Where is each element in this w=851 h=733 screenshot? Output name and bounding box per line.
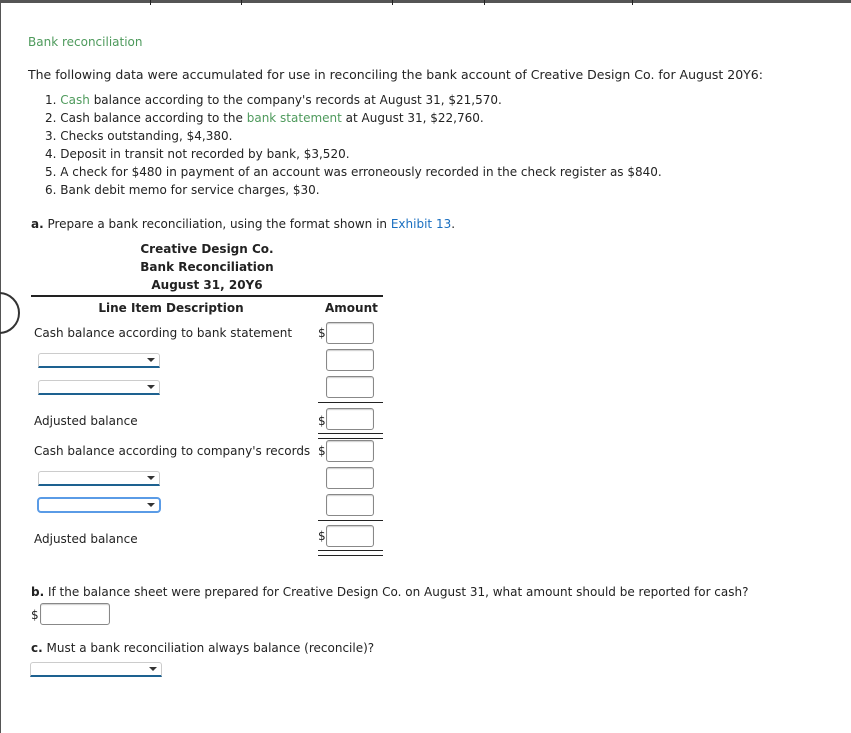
dollar-sign: $ [318,414,326,428]
row-label-adjusted-bank: Adjusted balance [34,414,138,428]
company-balance-input[interactable] [326,440,374,462]
subtotal-rule [318,402,383,403]
bank-adjust-1-dropdown[interactable] [38,353,160,368]
exhibit-13-link[interactable]: Exhibit 13 [390,217,452,231]
bank-statement-link[interactable]: bank statement [246,111,342,125]
reconcile-answer-dropdown[interactable] [30,662,162,677]
recon-date: August 31, 20Y6 [151,278,263,292]
company-adjust-2-dropdown[interactable] [37,497,161,513]
recon-company: Creative Design Co. [140,242,274,256]
double-rule [318,550,383,556]
adjusted-bank-input[interactable] [326,408,374,430]
list-item: 2. Cash balance according to the bank st… [45,111,484,125]
bank-adjust-2-dropdown[interactable] [38,380,160,395]
company-adjust-1-input[interactable] [326,467,374,489]
dollar-sign: $ [318,529,326,543]
part-c-prompt: c. Must a bank reconciliation always bal… [31,641,375,655]
col-amount-header: Amount [325,301,378,315]
company-adjust-1-dropdown[interactable] [38,471,160,486]
row-label-bank-balance: Cash balance according to bank statement [34,326,293,340]
top-toolbar [0,0,851,5]
dollar-sign: $ [318,326,326,340]
section-title: Bank reconciliation [28,35,143,49]
recon-heading: Bank Reconciliation [140,260,274,274]
bank-balance-input[interactable] [326,322,374,344]
part-a-prompt: a. Prepare a bank reconciliation, using … [31,217,456,231]
left-border [0,0,1,733]
cash-link[interactable]: Cash [60,93,90,107]
header-rule [31,295,383,297]
adjusted-company-input[interactable] [326,525,374,547]
nav-circle-button[interactable] [0,292,20,334]
list-item: 3. Checks outstanding, $4,380. [45,129,233,143]
company-adjust-2-input[interactable] [326,494,374,516]
subtotal-rule [318,520,383,521]
list-item: 6. Bank debit memo for service charges, … [45,183,320,197]
dollar-sign: $ [31,608,39,622]
intro-text: The following data were accumulated for … [28,67,763,82]
part-b-prompt: b. If the balance sheet were prepared fo… [31,585,749,599]
col-desc-header: Line Item Description [98,301,244,315]
cash-amount-input[interactable] [40,603,110,625]
dollar-sign: $ [318,444,326,458]
double-rule [318,433,383,439]
bank-adjust-2-input[interactable] [326,376,374,398]
bank-adjust-1-input[interactable] [326,349,374,371]
list-item: 4. Deposit in transit not recorded by ba… [45,147,350,161]
row-label-company-balance: Cash balance according to company's reco… [34,444,311,458]
list-item: 5. A check for $480 in payment of an acc… [45,165,662,179]
list-item: 1. Cash balance according to the company… [45,93,502,107]
row-label-adjusted-company: Adjusted balance [34,532,138,546]
